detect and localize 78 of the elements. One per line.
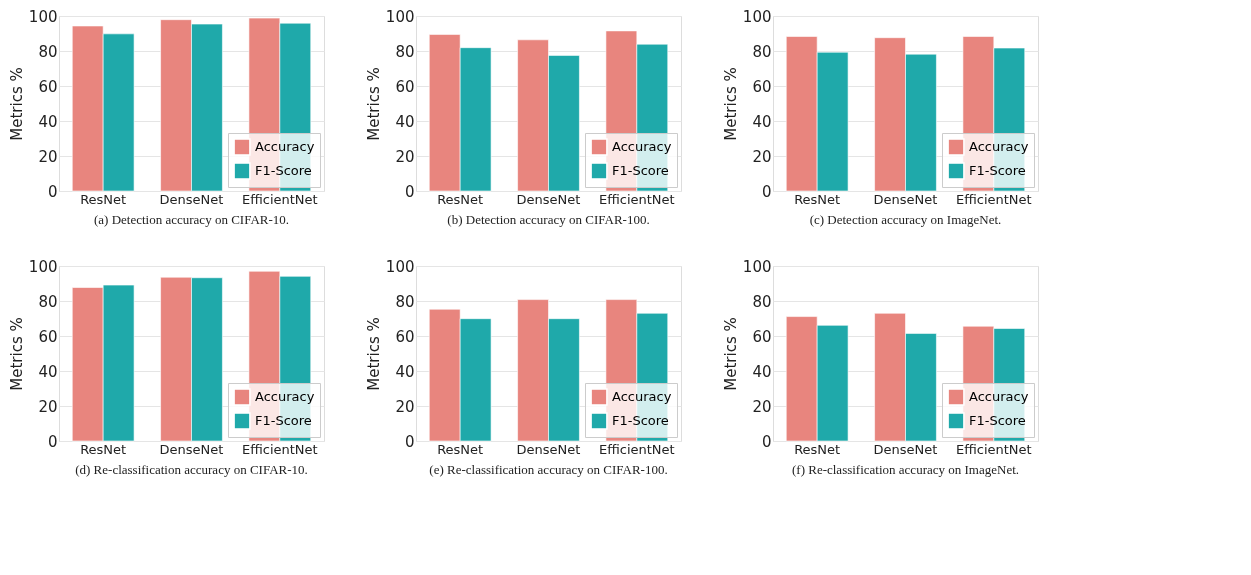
y-tick-label: 40 [38,112,58,131]
y-tick-label: 80 [38,42,58,61]
legend-label: F1-Score [969,413,1026,428]
x-tick-label: ResNet [437,441,484,457]
legend-label: Accuracy [969,389,1029,404]
x-tick-label: DenseNet [516,441,581,457]
y-tick-label: 0 [404,432,415,451]
y-tick-label: 100 [28,257,58,276]
x-tick-label: ResNet [437,191,484,207]
y-tick-label: 100 [742,7,772,26]
y-tick-label: 40 [395,362,415,381]
y-tick-label: 80 [38,292,58,311]
legend-label: F1-Score [255,413,312,428]
x-tick-label: ResNet [794,441,841,457]
y-tick-label: 40 [395,112,415,131]
y-tick-label: 20 [38,147,58,166]
x-tick-label: ResNet [794,191,841,207]
x-tick-label: ResNet [80,191,127,207]
y-tick-label: 20 [752,397,772,416]
y-tick-label: 60 [752,327,772,346]
y-tick-label: 100 [385,257,415,276]
x-tick-label: DenseNet [873,441,938,457]
x-tick-label: DenseNet [159,441,224,457]
legend-label: Accuracy [612,389,672,404]
y-tick-label: 100 [385,7,415,26]
text: (a) Detection accuracy on CIFAR-10. [93,212,290,227]
text: (f) Re-classification accuracy on ImageNet. [791,462,1020,477]
y-tick-label: 0 [47,182,58,201]
y-axis-title: Metrics % [7,67,26,141]
y-tick-label: 40 [752,362,772,381]
y-tick-label: 0 [47,432,58,451]
y-tick-label: 100 [28,7,58,26]
x-tick-label: EfficientNet [598,191,675,207]
y-tick-label: 60 [752,77,772,96]
y-axis-title: Metrics % [721,67,740,141]
legend-label: F1-Score [255,163,312,178]
y-tick-label: 80 [395,42,415,61]
legend-label: F1-Score [612,163,669,178]
text: (c) Detection accuracy on ImageNet. [809,212,1002,227]
x-tick-label: DenseNet [873,191,938,207]
x-tick-label: EfficientNet [241,191,318,207]
x-tick-label: EfficientNet [598,441,675,457]
legend-label: Accuracy [255,389,315,404]
y-tick-label: 20 [395,147,415,166]
legend-label: Accuracy [969,139,1029,154]
x-tick-label: ResNet [80,441,127,457]
y-axis-title: Metrics % [364,67,383,141]
x-tick-label: DenseNet [159,191,224,207]
y-tick-label: 80 [752,42,772,61]
y-tick-label: 60 [38,77,58,96]
x-tick-label: EfficientNet [955,191,1032,207]
text: (b) Detection accuracy on CIFAR-100. [447,212,650,227]
y-tick-label: 80 [752,292,772,311]
y-tick-label: 100 [742,257,772,276]
y-axis-title: Metrics % [7,317,26,391]
y-tick-label: 20 [395,397,415,416]
y-tick-label: 0 [761,182,772,201]
y-tick-label: 60 [395,327,415,346]
y-axis-title: Metrics % [721,317,740,391]
legend-label: Accuracy [612,139,672,154]
y-tick-label: 0 [761,432,772,451]
x-tick-label: EfficientNet [955,441,1032,457]
y-tick-label: 0 [404,182,415,201]
legend-label: Accuracy [255,139,315,154]
y-axis-title: Metrics % [364,317,383,391]
x-tick-label: DenseNet [516,191,581,207]
y-tick-label: 60 [38,327,58,346]
y-tick-label: 20 [38,397,58,416]
legend-label: F1-Score [969,163,1026,178]
y-tick-label: 60 [395,77,415,96]
y-tick-label: 40 [752,112,772,131]
x-tick-label: EfficientNet [241,441,318,457]
text: (e) Re-classification accuracy on CIFAR-100. [429,462,668,477]
y-tick-label: 40 [38,362,58,381]
y-tick-label: 20 [752,147,772,166]
legend-label: F1-Score [612,413,669,428]
text: (d) Re-classification accuracy on CIFAR-10. [75,462,308,477]
y-tick-label: 80 [395,292,415,311]
